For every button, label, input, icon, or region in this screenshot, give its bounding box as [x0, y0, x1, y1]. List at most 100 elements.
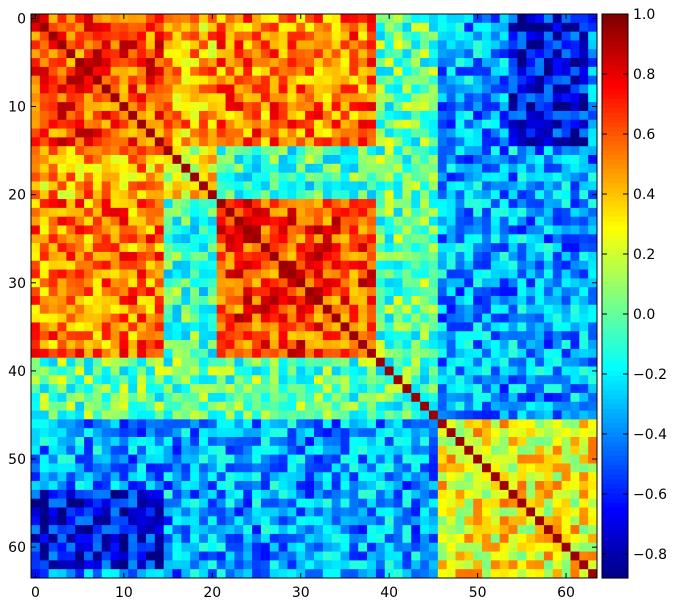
heatmap-cell	[437, 287, 448, 297]
heatmap-cell	[154, 463, 165, 473]
heatmap-cell	[48, 243, 58, 253]
heatmap-cell	[225, 304, 235, 315]
heatmap-cell	[234, 410, 244, 420]
heatmap-cell	[48, 428, 58, 438]
heatmap-cell	[570, 31, 580, 41]
heatmap-cell	[508, 419, 518, 429]
heatmap-cell	[552, 348, 563, 359]
heatmap-cell	[119, 119, 129, 129]
heatmap-cell	[464, 22, 474, 33]
heatmap-cell	[455, 58, 465, 68]
heatmap-cell	[508, 525, 518, 535]
heatmap-cell	[119, 340, 129, 350]
heatmap-cell	[207, 331, 218, 341]
heatmap-cell	[296, 322, 306, 332]
heatmap-cell	[287, 313, 297, 323]
heatmap-cell	[402, 375, 412, 385]
heatmap-cell	[508, 207, 518, 218]
heatmap-cell	[508, 551, 518, 561]
heatmap-cell	[331, 481, 341, 491]
heatmap-cell	[128, 481, 138, 491]
heatmap-cell	[172, 216, 182, 226]
heatmap-cell	[199, 225, 209, 235]
heatmap-cell	[39, 410, 50, 420]
heatmap-cell	[296, 428, 306, 438]
heatmap-cell	[561, 525, 571, 535]
heatmap-cell	[39, 31, 50, 41]
heatmap-cell	[393, 516, 403, 526]
heatmap-cell	[455, 454, 465, 464]
heatmap-cell	[340, 110, 350, 121]
heatmap-cell	[252, 110, 262, 121]
heatmap-cell	[163, 525, 173, 535]
heatmap-cell	[473, 560, 483, 570]
heatmap-cell	[287, 357, 297, 367]
heatmap-cell	[172, 181, 182, 191]
heatmap-cell	[234, 401, 244, 411]
heatmap-cell	[446, 401, 456, 411]
colorbar-segment	[602, 286, 628, 292]
heatmap-cell	[216, 481, 226, 491]
heatmap-cell	[92, 31, 103, 41]
heatmap-cell	[199, 93, 209, 103]
heatmap-cell	[190, 146, 200, 156]
heatmap-cell	[190, 216, 200, 226]
heatmap-cell	[499, 58, 509, 68]
heatmap-cell	[340, 22, 350, 33]
heatmap-cell	[437, 437, 448, 447]
heatmap-cell	[269, 199, 280, 209]
heatmap-cell	[473, 392, 483, 403]
heatmap-cell	[216, 384, 226, 394]
heatmap-cell	[349, 392, 359, 403]
heatmap-cell	[287, 375, 297, 385]
heatmap-cell	[570, 437, 580, 447]
heatmap-cell	[110, 489, 120, 500]
heatmap-cell	[535, 384, 545, 394]
heatmap-cell	[48, 348, 58, 359]
heatmap-cell	[190, 260, 200, 270]
heatmap-cell	[588, 463, 598, 473]
heatmap-cell	[508, 49, 518, 59]
heatmap-cell	[137, 234, 147, 244]
heatmap-cell	[384, 304, 394, 315]
colorbar-segment	[602, 28, 628, 34]
heatmap-cell	[570, 251, 580, 262]
heatmap-cell	[287, 454, 297, 464]
heatmap-cell	[31, 313, 41, 323]
heatmap-cell	[225, 110, 235, 121]
heatmap-cell	[181, 348, 191, 359]
heatmap-cell	[358, 110, 368, 121]
heatmap-cell	[39, 199, 50, 209]
heatmap-cell	[420, 251, 430, 262]
heatmap-cell	[39, 454, 50, 464]
heatmap-cell	[570, 269, 580, 279]
heatmap-cell	[517, 49, 527, 59]
heatmap-cell	[473, 357, 483, 367]
heatmap-cell	[437, 410, 448, 420]
heatmap-cell	[154, 84, 165, 94]
heatmap-cell	[384, 102, 394, 112]
heatmap-cell	[145, 542, 156, 552]
heatmap-cell	[128, 560, 138, 570]
heatmap-cell	[305, 31, 315, 41]
heatmap-cell	[535, 243, 545, 253]
heatmap-cell	[84, 437, 94, 447]
heatmap-cell	[66, 437, 76, 447]
heatmap-cell	[526, 366, 536, 376]
heatmap-cell	[190, 172, 200, 182]
heatmap-cell	[402, 437, 412, 447]
heatmap-cell	[190, 181, 200, 191]
heatmap-cell	[455, 234, 465, 244]
heatmap-cell	[473, 322, 483, 332]
heatmap-cell	[446, 84, 456, 94]
heatmap-cell	[552, 498, 563, 508]
heatmap-cell	[234, 525, 244, 535]
heatmap-cell	[252, 14, 262, 24]
heatmap-cell	[234, 428, 244, 438]
heatmap-cell	[349, 199, 359, 209]
x-tick-label: 40	[380, 585, 398, 601]
heatmap-cell	[39, 322, 50, 332]
colorbar-segment	[602, 84, 628, 90]
heatmap-cell	[199, 110, 209, 121]
heatmap-cell	[137, 137, 147, 147]
